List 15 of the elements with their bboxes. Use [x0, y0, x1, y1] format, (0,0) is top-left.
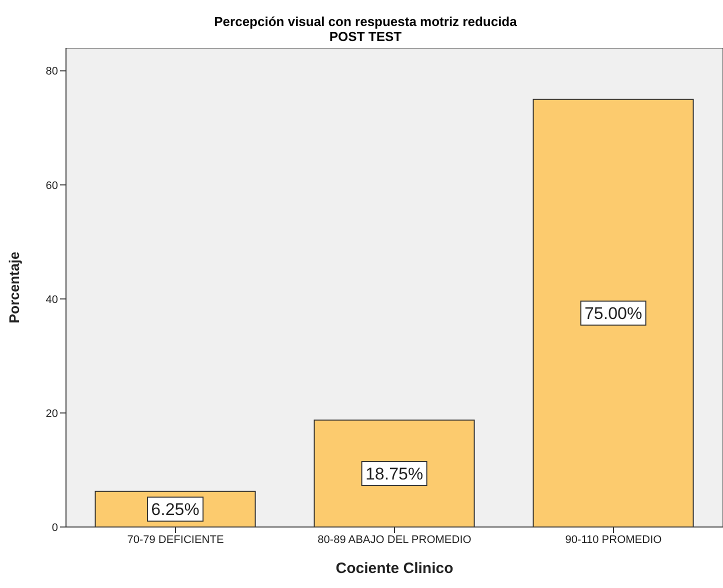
y-tick-label: 80 [46, 66, 58, 78]
x-tick-label: 70-79 DEFICIENTE [127, 534, 224, 546]
chart-subtitle: POST TEST [328, 29, 403, 44]
x-tick-label: 90-110 PROMEDIO [565, 534, 662, 546]
chart-title: Percepción visual con respuesta motriz reducida [213, 14, 518, 29]
data-label: 75.00% [584, 304, 642, 324]
y-tick-label: 60 [46, 180, 58, 192]
x-axis-title: Cociente Clinico [336, 560, 454, 577]
y-tick-label: 40 [46, 294, 58, 306]
data-label: 18.75% [365, 464, 424, 484]
y-tick-label: 20 [46, 408, 58, 420]
y-axis-title: Porcentaje [6, 251, 22, 324]
y-tick-label: 0 [52, 522, 58, 534]
x-tick-label: 80-89 ABAJO DEL PROMEDIO [318, 534, 472, 546]
data-label: 6.25% [151, 500, 200, 520]
